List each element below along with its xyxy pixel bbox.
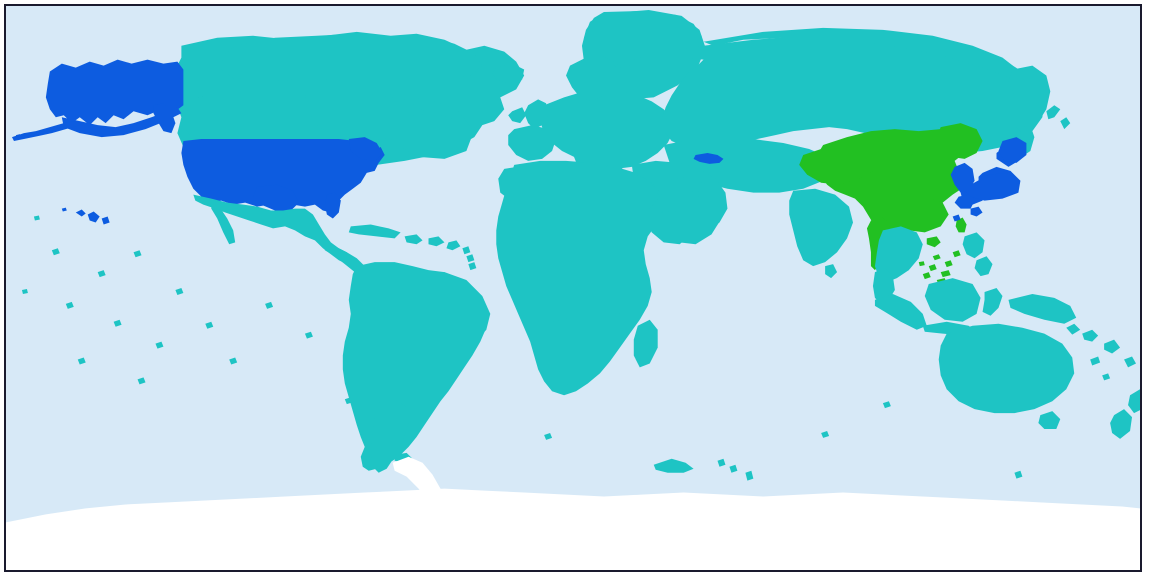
tasmania [1038, 411, 1061, 429]
iberia-france [508, 125, 557, 161]
southeast-asia-mainland [874, 226, 923, 283]
balkans-greece [595, 141, 630, 171]
scandinavia [566, 55, 618, 102]
japan-kyushu-shikoku [954, 194, 975, 209]
china-southeast-coast [896, 196, 949, 233]
south-georgia-island [653, 458, 694, 473]
country-georgia[interactable] [693, 152, 724, 164]
canada-arctic-archipelago [221, 33, 483, 82]
region-alaska[interactable] [45, 59, 184, 126]
south-china-sea-islands [918, 250, 961, 286]
madagascar [633, 319, 658, 368]
us-northeast [348, 137, 383, 161]
taiwan [955, 217, 967, 233]
kuril-islands [1046, 105, 1071, 130]
italy [573, 139, 592, 169]
brazil-bulge [430, 272, 491, 352]
country-australia[interactable] [938, 323, 1075, 414]
landmasses [6, 9, 1140, 570]
misc-south-atlantic-island [1014, 470, 1023, 479]
africa-horn [647, 210, 692, 245]
us-texas-gulf [253, 184, 299, 211]
us-florida [324, 192, 341, 219]
indonesia-sulawesi [982, 288, 1003, 316]
pacific-islands [1066, 323, 1137, 381]
canada-east [392, 113, 473, 159]
africa-north [498, 162, 660, 213]
british-isles [508, 99, 549, 130]
kamchatka-far-east [1008, 65, 1051, 136]
country-south-korea[interactable] [950, 162, 975, 193]
antarctic-peninsula [392, 456, 447, 511]
country-india[interactable] [789, 188, 854, 267]
japan-honshu [964, 172, 1021, 201]
continent-europe[interactable] [540, 89, 674, 169]
japan-hokkaido [998, 137, 1027, 163]
south-america-southern-cone [370, 399, 409, 473]
aleutian-islands [11, 121, 80, 142]
new-zealand [1110, 389, 1140, 439]
africa-south [538, 317, 608, 386]
region-hawaii[interactable] [61, 207, 110, 225]
papua-new-guinea [1008, 293, 1077, 324]
alaska-peninsula [61, 107, 182, 138]
hainan [926, 236, 941, 248]
baja-california [211, 202, 236, 245]
alaska-panhandle [153, 103, 176, 134]
antarctica-ross-shelf [185, 496, 465, 519]
sri-lanka [825, 264, 838, 279]
world-map-frame[interactable] [4, 4, 1142, 572]
siberia-north-coast [703, 27, 1021, 80]
china-west-xinjiang-tibet [799, 143, 883, 185]
indonesia-sumatra [874, 293, 927, 330]
south-sandwich-islands [717, 458, 754, 481]
china-northeast [936, 123, 983, 159]
caribbean-islands [348, 224, 477, 271]
philippines [962, 232, 993, 277]
iceland [492, 63, 525, 84]
continent-africa[interactable] [496, 160, 664, 396]
country-russia[interactable] [613, 33, 1045, 155]
indonesia-borneo [924, 278, 981, 322]
malay-peninsula [872, 268, 895, 304]
country-mexico[interactable] [193, 194, 353, 265]
world-map-svg[interactable] [6, 6, 1140, 570]
